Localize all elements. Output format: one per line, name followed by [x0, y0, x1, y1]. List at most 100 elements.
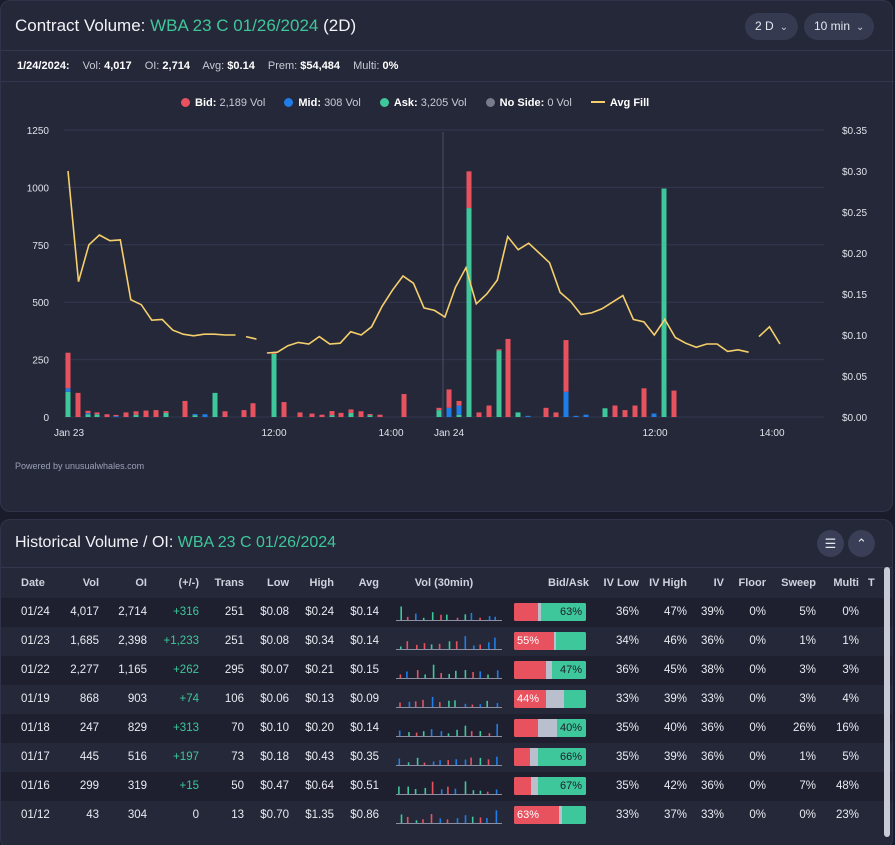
y-right-tick: $0.05	[842, 372, 867, 383]
bid-ask-bar: 47%	[514, 661, 586, 679]
col-iv[interactable]: IV	[692, 567, 729, 598]
cell-oi: 304	[104, 800, 152, 830]
table-row[interactable]: 01/12 43 304 0 13 $0.70 $1.35 $0.86 63% 33% 37% 33%…	[1, 800, 892, 830]
expand-collapse-button[interactable]: ⌃	[848, 530, 875, 557]
chart-legend: Bid: 2,189 Vol Mid: 308 Vol Ask: 3,205 V…	[181, 97, 665, 109]
sparkline-bar	[470, 612, 473, 620]
col-iv-low[interactable]: IV Low	[594, 567, 644, 598]
sparkline-bar	[479, 704, 482, 707]
cell-vol: 4,017	[56, 597, 104, 627]
mid-segment	[537, 603, 541, 621]
sparkline-bar	[486, 818, 488, 823]
sparkline-bar	[438, 643, 441, 649]
sparkline-bar	[398, 758, 401, 765]
bar-bid	[553, 412, 559, 417]
bar-ask	[515, 412, 521, 417]
sparkline-bar	[407, 762, 410, 765]
cell-iv: 33%	[692, 684, 729, 714]
cell-floor: 0%	[729, 684, 771, 714]
col-floor[interactable]: Floor	[729, 567, 771, 598]
sparkline-bar	[479, 731, 482, 736]
cell-oi: 1,165	[104, 655, 152, 685]
filter-settings-button[interactable]: ☰	[817, 530, 844, 557]
cell-low: $0.70	[249, 800, 294, 830]
col-bid-ask[interactable]: Bid/Ask	[504, 567, 594, 598]
cell-trans: 73	[204, 742, 249, 772]
col-iv-high[interactable]: IV High	[644, 567, 692, 598]
sparkline-bar	[440, 731, 443, 736]
bid-ask-label: 63%	[517, 809, 540, 821]
sparkline-bar	[446, 614, 448, 620]
sparkline-bar	[408, 732, 410, 736]
mid-segment	[537, 719, 558, 737]
col-trans[interactable]: Trans	[204, 567, 249, 598]
legend-bid[interactable]: Bid: 2,189 Vol	[181, 97, 265, 109]
y-right-tick: $0.25	[842, 208, 867, 219]
bar-ask	[456, 414, 462, 417]
cell-trans: 251	[204, 597, 249, 627]
sparkline-bar	[399, 674, 402, 678]
cell-iv-low: 33%	[594, 800, 644, 830]
table-scrollbar[interactable]	[884, 567, 890, 837]
cell-multi: 5%	[821, 742, 864, 772]
legend-no-side[interactable]: No Side: 0 Vol	[485, 97, 572, 109]
bar-ask	[329, 415, 335, 417]
y-right-tick: $0.10	[842, 331, 867, 342]
cell-avg: $0.14	[339, 597, 384, 627]
sparkline-bar	[407, 786, 409, 794]
table-row[interactable]: 01/23 1,685 2,398 +1,233 251 $0.08 $0.34 $0.14 5…	[1, 626, 892, 656]
interval-select[interactable]: 10 min ⌄	[804, 13, 875, 40]
col-change[interactable]: (+/-)	[152, 567, 204, 598]
bar-bid	[466, 171, 472, 209]
col-oi[interactable]: OI	[104, 567, 152, 598]
col-multi[interactable]: Multi	[821, 567, 864, 598]
col-date[interactable]: Date	[1, 567, 56, 598]
ask-segment	[538, 748, 586, 766]
cell-multi: 23%	[821, 800, 864, 830]
legend-mid[interactable]: Mid: 308 Vol	[284, 97, 361, 109]
table-row[interactable]: 01/18 247 829 +313 70 $0.10 $0.20 $0.14 40% 35% 40…	[1, 713, 892, 743]
bid-ask-label: 40%	[559, 722, 582, 734]
legend-ask[interactable]: Ask: 3,205 Vol	[379, 97, 467, 109]
ask-dot-icon	[379, 98, 389, 107]
sparkline-bar	[488, 642, 490, 649]
mid-dot-icon	[284, 98, 294, 107]
table-row[interactable]: 01/16 299 319 +15 50 $0.47 $0.64 $0.51 67% 35% 42%…	[1, 771, 892, 801]
cell-low: $0.10	[249, 713, 294, 743]
sparkline-bar	[454, 700, 456, 707]
col-low[interactable]: Low	[249, 567, 294, 598]
cell-date: 01/22	[1, 655, 56, 685]
bar-ask	[133, 414, 139, 417]
bid-segment	[514, 661, 546, 679]
volume-chart: 0 250 500 750 1000 1250 $0.00 $0.05 $0.10 $0.15 $0…	[27, 126, 868, 439]
table-row[interactable]: 01/19 868 903 +74 106 $0.06 $0.13 $0.09 44% 33% 39…	[1, 684, 892, 714]
col-avg[interactable]: Avg	[339, 567, 384, 598]
bar-bid	[94, 412, 100, 415]
table-row[interactable]: 01/17 445 516 +197 73 $0.18 $0.43 $0.35 66% 35% 39…	[1, 742, 892, 772]
cell-iv-high: 42%	[644, 771, 692, 801]
bid-ask-bar: 63%	[514, 806, 586, 824]
powered-by: Powered by unusualwhales.com	[15, 461, 145, 471]
cell-sparkline	[384, 626, 504, 656]
bar-bid	[241, 410, 247, 417]
col-vol[interactable]: Vol	[56, 567, 104, 598]
cell-floor: 0%	[729, 771, 771, 801]
sparkline-bar	[472, 790, 475, 794]
range-select[interactable]: 2 D ⌄	[745, 13, 799, 40]
sparkline-bar	[456, 729, 458, 736]
col-vol-30min[interactable]: Vol (30min)	[384, 567, 504, 598]
sparkline-bar	[440, 614, 442, 620]
vol-30min-sparkline	[396, 696, 502, 708]
sparkline-bar	[471, 704, 474, 707]
table-row[interactable]: 01/24 4,017 2,714 +316 251 $0.08 $0.24 $0.14 63%…	[1, 597, 892, 627]
col-high[interactable]: High	[294, 567, 339, 598]
col-sweep[interactable]: Sweep	[771, 567, 821, 598]
cell-low: $0.18	[249, 742, 294, 772]
legend-avg-fill[interactable]: Avg Fill	[590, 97, 649, 109]
sparkline-bar	[416, 644, 418, 649]
sparkline-bar	[494, 616, 496, 620]
cell-iv-high: 47%	[644, 597, 692, 627]
cell-vol: 868	[56, 684, 104, 714]
table-row[interactable]: 01/22 2,277 1,165 +262 295 $0.07 $0.21 $0.15 47%…	[1, 655, 892, 685]
cell-sweep: 5%	[771, 597, 821, 627]
